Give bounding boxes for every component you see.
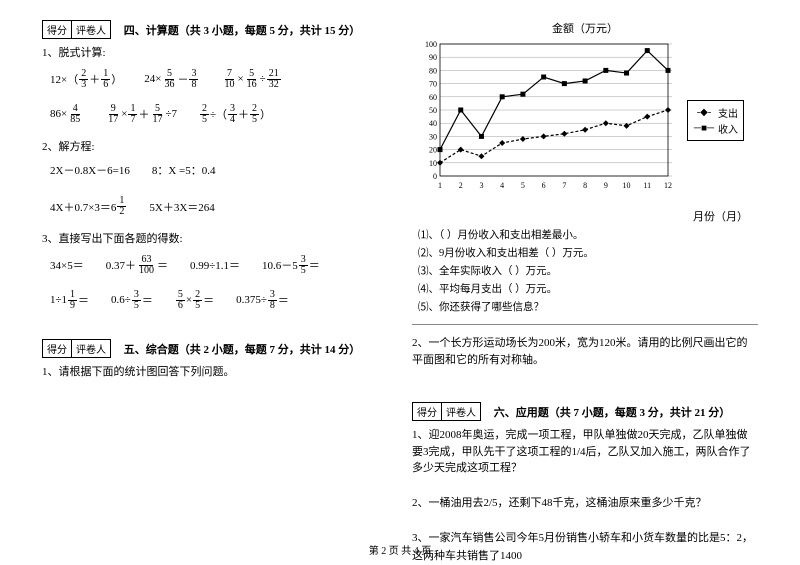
legend-out: -◆- 支出	[693, 105, 738, 120]
expr-2a: 86× 485	[50, 104, 83, 125]
svg-text:40: 40	[429, 119, 437, 128]
sub5-4: ⑷、平均每月支出（ ）万元。	[418, 281, 758, 296]
chart-xlabel: 月份（月）	[412, 208, 758, 224]
section-6-header: 得分 评卷人 六、应用题（共 7 小题，每题 3 分，共计 21 分）	[412, 402, 758, 421]
svg-text:70: 70	[429, 80, 437, 89]
expr-1a: 12×（ 23 ＋ 16 ）	[50, 69, 122, 90]
expr-1c: 710 × 516 ÷ 2132	[221, 69, 281, 90]
expr-1b: 24× 536 － 38	[144, 69, 199, 90]
eq-row-1: 2X－0.8X－6=16 8：X =5：0.4	[50, 162, 388, 178]
q6-1: 1、迎2008年奥运，完成一项工程，甲队单独做20天完成，乙队单独做要3完成，甲…	[412, 427, 758, 477]
svg-text:8: 8	[583, 181, 587, 190]
eq-row-2: 4X＋0.7×3＝6 12 5X＋3X＝264	[50, 196, 388, 217]
expr-row-2: 86× 485 917 × 17 ＋ 517 ÷7 25 ÷（ 34 ＋ 25 …	[50, 104, 388, 125]
chart-ylabel: 金额（万元）	[412, 20, 758, 36]
d8: 0.375÷ 38 ＝	[236, 290, 289, 311]
svg-text:3: 3	[479, 181, 483, 190]
divider	[412, 324, 758, 325]
expr-row-1: 12×（ 23 ＋ 16 ） 24× 536 － 38 710 × 516 ÷ …	[50, 69, 388, 90]
score-box: 得分 评卷人	[42, 20, 111, 39]
d7: 56 × 25 ＝	[175, 290, 214, 311]
legend-in: ─■─ 收入	[693, 121, 738, 136]
section-6-title: 六、应用题（共 7 小题，每题 3 分，共计 21 分）	[494, 407, 731, 419]
section-5-title: 五、综合题（共 2 小题，每题 7 分，共计 14 分）	[124, 344, 361, 356]
eq3: 4X＋0.7×3＝6 12	[50, 196, 127, 217]
expr-2b: 917 × 17 ＋ 517 ÷7	[105, 104, 177, 125]
svg-text:12: 12	[664, 181, 672, 190]
q4-3: 3、直接写出下面各题的得数:	[42, 231, 388, 249]
svg-text:80: 80	[429, 66, 437, 75]
sub5-2: ⑵、9月份收入和支出相差（ ）万元。	[418, 245, 758, 260]
q5-2: 2、一个长方形运动场长为200米，宽为120米。请用的比例尺画出它的平面图和它的…	[412, 335, 758, 368]
svg-text:6: 6	[542, 181, 546, 190]
score-box-5: 得分 评卷人	[42, 339, 111, 358]
q5-1: 1、请根据下面的统计图回答下列问题。	[42, 364, 388, 382]
section-4-title: 四、计算题（共 3 小题，每题 5 分，共计 15 分）	[124, 25, 361, 37]
svg-text:60: 60	[429, 93, 437, 102]
d2: 0.37＋ 63100 ＝	[106, 255, 168, 276]
svg-text:2: 2	[459, 181, 463, 190]
grader-label: 评卷人	[72, 21, 110, 38]
svg-text:50: 50	[429, 106, 437, 115]
d1: 34×5＝	[50, 255, 84, 276]
svg-text:90: 90	[429, 53, 437, 62]
chart-area: 0102030405060708090100123456789101112 -◆…	[412, 40, 742, 200]
chart-legend: -◆- 支出 ─■─ 收入	[687, 100, 744, 141]
left-column: 得分 评卷人 四、计算题（共 3 小题，每题 5 分，共计 15 分） 1、脱式…	[30, 20, 400, 535]
svg-text:11: 11	[643, 181, 651, 190]
svg-text:1: 1	[438, 181, 442, 190]
direct-row-2: 1÷1 19 ＝ 0.6÷ 35 ＝ 56 × 25 ＝ 0.375÷ 38 ＝	[50, 290, 388, 311]
score-box-6: 得分 评卷人	[412, 402, 481, 421]
q4-1: 1、脱式计算:	[42, 45, 388, 63]
eq2: 8：X =5：0.4	[152, 162, 216, 178]
d5: 1÷1 19 ＝	[50, 290, 89, 311]
svg-text:9: 9	[604, 181, 608, 190]
sub5-3: ⑶、全年实际收入（ ）万元。	[418, 263, 758, 278]
svg-text:20: 20	[429, 146, 437, 155]
svg-text:0: 0	[433, 172, 437, 181]
section-4-header: 得分 评卷人 四、计算题（共 3 小题，每题 5 分，共计 15 分）	[42, 20, 388, 39]
legend-mark-solid: ─■─	[693, 123, 715, 134]
eq4: 5X＋3X＝264	[149, 196, 214, 217]
svg-text:4: 4	[500, 181, 504, 190]
d4: 10.6－5 35 ＝	[262, 255, 320, 276]
sub5-1: ⑴、（ ）月份收入和支出相差最小。	[418, 227, 758, 242]
expr-2c: 25 ÷（ 34 ＋ 25 ）	[199, 104, 271, 125]
eq1: 2X－0.8X－6=16	[50, 162, 130, 178]
svg-text:30: 30	[429, 132, 437, 141]
svg-text:100: 100	[425, 40, 437, 49]
svg-text:10: 10	[623, 181, 631, 190]
direct-row-1: 34×5＝ 0.37＋ 63100 ＝ 0.99÷1.1＝ 10.6－5 35 …	[50, 255, 388, 276]
page-footer: 第 2 页 共 4 页	[0, 542, 800, 557]
svg-text:10: 10	[429, 159, 437, 168]
section-5-header: 得分 评卷人 五、综合题（共 2 小题，每题 7 分，共计 14 分）	[42, 339, 388, 358]
score-label: 得分	[43, 21, 72, 38]
svg-text:7: 7	[562, 181, 566, 190]
right-column: 金额（万元） 010203040506070809010012345678910…	[400, 20, 770, 535]
q4-2: 2、解方程:	[42, 139, 388, 157]
svg-text:5: 5	[521, 181, 525, 190]
q6-2: 2、一桶油用去2/5，还剩下48千克，这桶油原来重多少千克？	[412, 495, 758, 513]
d3: 0.99÷1.1＝	[190, 255, 240, 276]
legend-mark-dash: -◆-	[693, 107, 715, 118]
sub5-5: ⑸、你还获得了哪些信息？	[418, 299, 758, 314]
d6: 0.6÷ 35 ＝	[111, 290, 153, 311]
